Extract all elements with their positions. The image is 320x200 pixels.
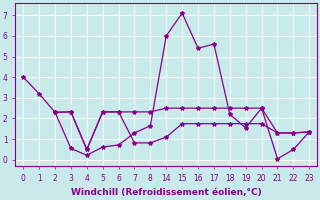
X-axis label: Windchill (Refroidissement éolien,°C): Windchill (Refroidissement éolien,°C): [71, 188, 262, 197]
